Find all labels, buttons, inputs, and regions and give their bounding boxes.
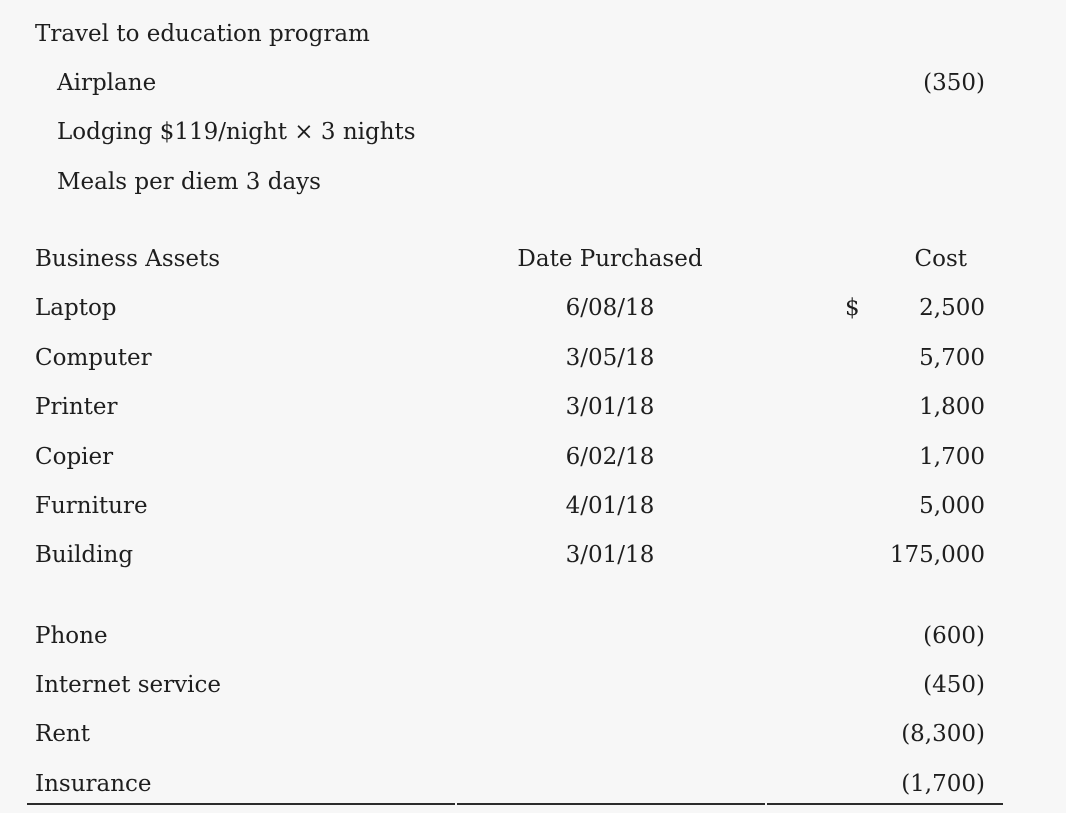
- asset-name: Printer: [35, 394, 118, 421]
- travel-item-label: Lodging $119/night × 3 nights: [57, 119, 416, 146]
- assets-cost-header: Cost: [914, 246, 968, 273]
- travel-section-header-row: Travel to education program: [27, 9, 1066, 58]
- asset-date: 3/05/18: [565, 344, 655, 371]
- currency-symbol: $: [845, 295, 860, 322]
- asset-cost: 175,000: [765, 542, 1003, 568]
- travel-item-amount: (350): [923, 70, 985, 97]
- asset-name: Copier: [35, 443, 114, 470]
- expense-row: Phone (600): [27, 611, 1066, 660]
- asset-name: Laptop: [35, 295, 117, 322]
- asset-date: 3/01/18: [565, 394, 655, 421]
- section-gap: [0, 207, 1066, 235]
- expense-amount: (450): [923, 671, 985, 698]
- travel-item-row: Meals per diem 3 days: [27, 157, 1066, 206]
- asset-name: Computer: [35, 344, 152, 371]
- travel-section-title: Travel to education program: [35, 20, 370, 47]
- asset-row: Laptop 6/08/18 $ 2,500: [27, 284, 1066, 333]
- asset-cost-value: 1,700: [919, 443, 985, 470]
- assets-date-header: Date Purchased: [517, 246, 703, 273]
- expense-amount: (600): [923, 622, 985, 649]
- asset-row: Printer 3/01/18 1,800: [27, 383, 1066, 432]
- travel-item-label: Meals per diem 3 days: [57, 168, 321, 195]
- expense-label: Phone: [35, 622, 108, 649]
- expense-amount: (1,700): [901, 770, 985, 797]
- expense-label: Internet service: [35, 671, 221, 698]
- asset-date: 3/01/18: [565, 542, 655, 569]
- asset-cost: 5,700: [765, 345, 1003, 371]
- expense-row: Rent (8,300): [27, 710, 1066, 759]
- expense-label: Rent: [35, 721, 90, 748]
- expense-label: Insurance: [35, 770, 152, 797]
- bottom-rule-segment: [27, 803, 455, 806]
- asset-cost-value: 5,700: [919, 344, 985, 371]
- assets-name-header: Business Assets: [35, 246, 221, 273]
- bottom-rule: [27, 803, 1066, 806]
- asset-date: 6/08/18: [565, 295, 655, 322]
- asset-cost: 5,000: [765, 493, 1003, 519]
- travel-item-row: Lodging $119/night × 3 nights: [27, 108, 1066, 157]
- asset-cost: 1,800: [765, 394, 1003, 420]
- expense-amount: (8,300): [901, 721, 985, 748]
- asset-cost: 1,700: [765, 444, 1003, 470]
- asset-cost: $ 2,500: [765, 295, 1003, 321]
- travel-item-row: Airplane (350): [27, 58, 1066, 107]
- asset-row: Copier 6/02/18 1,700: [27, 432, 1066, 481]
- asset-cost-value: 5,000: [919, 493, 985, 519]
- bottom-rule-segment: [767, 803, 1003, 806]
- asset-row: Building 3/01/18 175,000: [27, 531, 1066, 580]
- asset-date: 6/02/18: [565, 443, 655, 470]
- bottom-rule-segment: [457, 803, 765, 806]
- asset-name: Building: [35, 542, 134, 569]
- asset-cost-value: 1,800: [919, 394, 985, 421]
- asset-row: Furniture 4/01/18 5,000: [27, 481, 1066, 530]
- asset-row: Computer 3/05/18 5,700: [27, 333, 1066, 382]
- section-gap: [0, 580, 1066, 611]
- asset-cost-value: 175,000: [889, 542, 985, 569]
- travel-item-label: Airplane: [57, 70, 157, 97]
- asset-date: 4/01/18: [565, 493, 655, 519]
- asset-cost-value: 2,500: [919, 295, 985, 322]
- assets-header-row: Business Assets Date Purchased Cost: [27, 234, 1066, 283]
- expense-row: Internet service (450): [27, 660, 1066, 709]
- asset-name: Furniture: [35, 493, 148, 519]
- expense-row: Insurance (1,700): [27, 759, 1066, 808]
